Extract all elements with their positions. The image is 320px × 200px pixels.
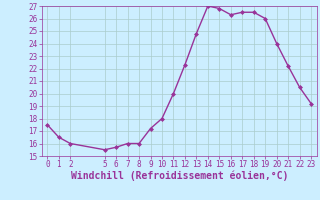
X-axis label: Windchill (Refroidissement éolien,°C): Windchill (Refroidissement éolien,°C) — [70, 171, 288, 181]
